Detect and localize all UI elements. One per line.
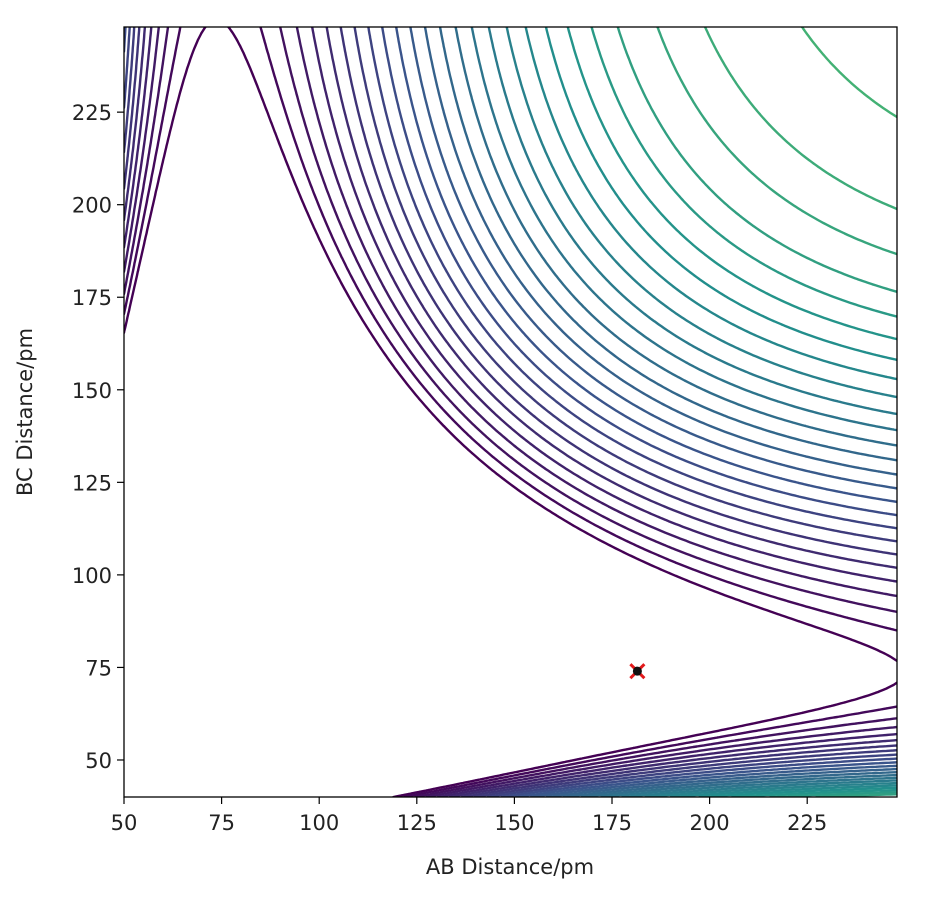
- y-tick-label: 100: [72, 564, 112, 588]
- contour-line: [703, 27, 897, 211]
- x-tick-label: 75: [208, 811, 235, 835]
- x-tick-label: 225: [787, 811, 827, 835]
- x-tick-label: 100: [299, 811, 339, 835]
- x-axis-label: AB Distance/pm: [426, 855, 594, 879]
- x-tick-label: 125: [397, 811, 437, 835]
- y-tick-label: 75: [85, 656, 112, 680]
- y-tick-label: 200: [72, 194, 112, 218]
- y-tick-label: 225: [72, 101, 112, 125]
- x-tick-label: 175: [592, 811, 632, 835]
- contour-line: [544, 27, 897, 797]
- y-tick-label: 50: [85, 749, 112, 773]
- y-axis-label: BC Distance/pm: [13, 328, 37, 496]
- y-tick-label: 150: [72, 379, 112, 403]
- y-axis-ticks: 50 75 100 125 150 175 200 225: [72, 101, 124, 773]
- contour-lines: [124, 27, 897, 797]
- x-tick-label: 200: [690, 811, 730, 835]
- markers: [629, 663, 646, 680]
- x-tick-label: 50: [111, 811, 138, 835]
- y-tick-label: 175: [72, 286, 112, 310]
- contour-line: [487, 27, 897, 797]
- marker-dot: [632, 666, 642, 676]
- x-tick-label: 150: [494, 811, 534, 835]
- contour-line: [800, 27, 897, 119]
- plot-frame: [123, 26, 898, 798]
- y-tick-label: 125: [72, 471, 112, 495]
- x-axis-ticks: 50 75 100 125 150 175 200 225: [111, 797, 827, 835]
- contour-line: [656, 27, 897, 256]
